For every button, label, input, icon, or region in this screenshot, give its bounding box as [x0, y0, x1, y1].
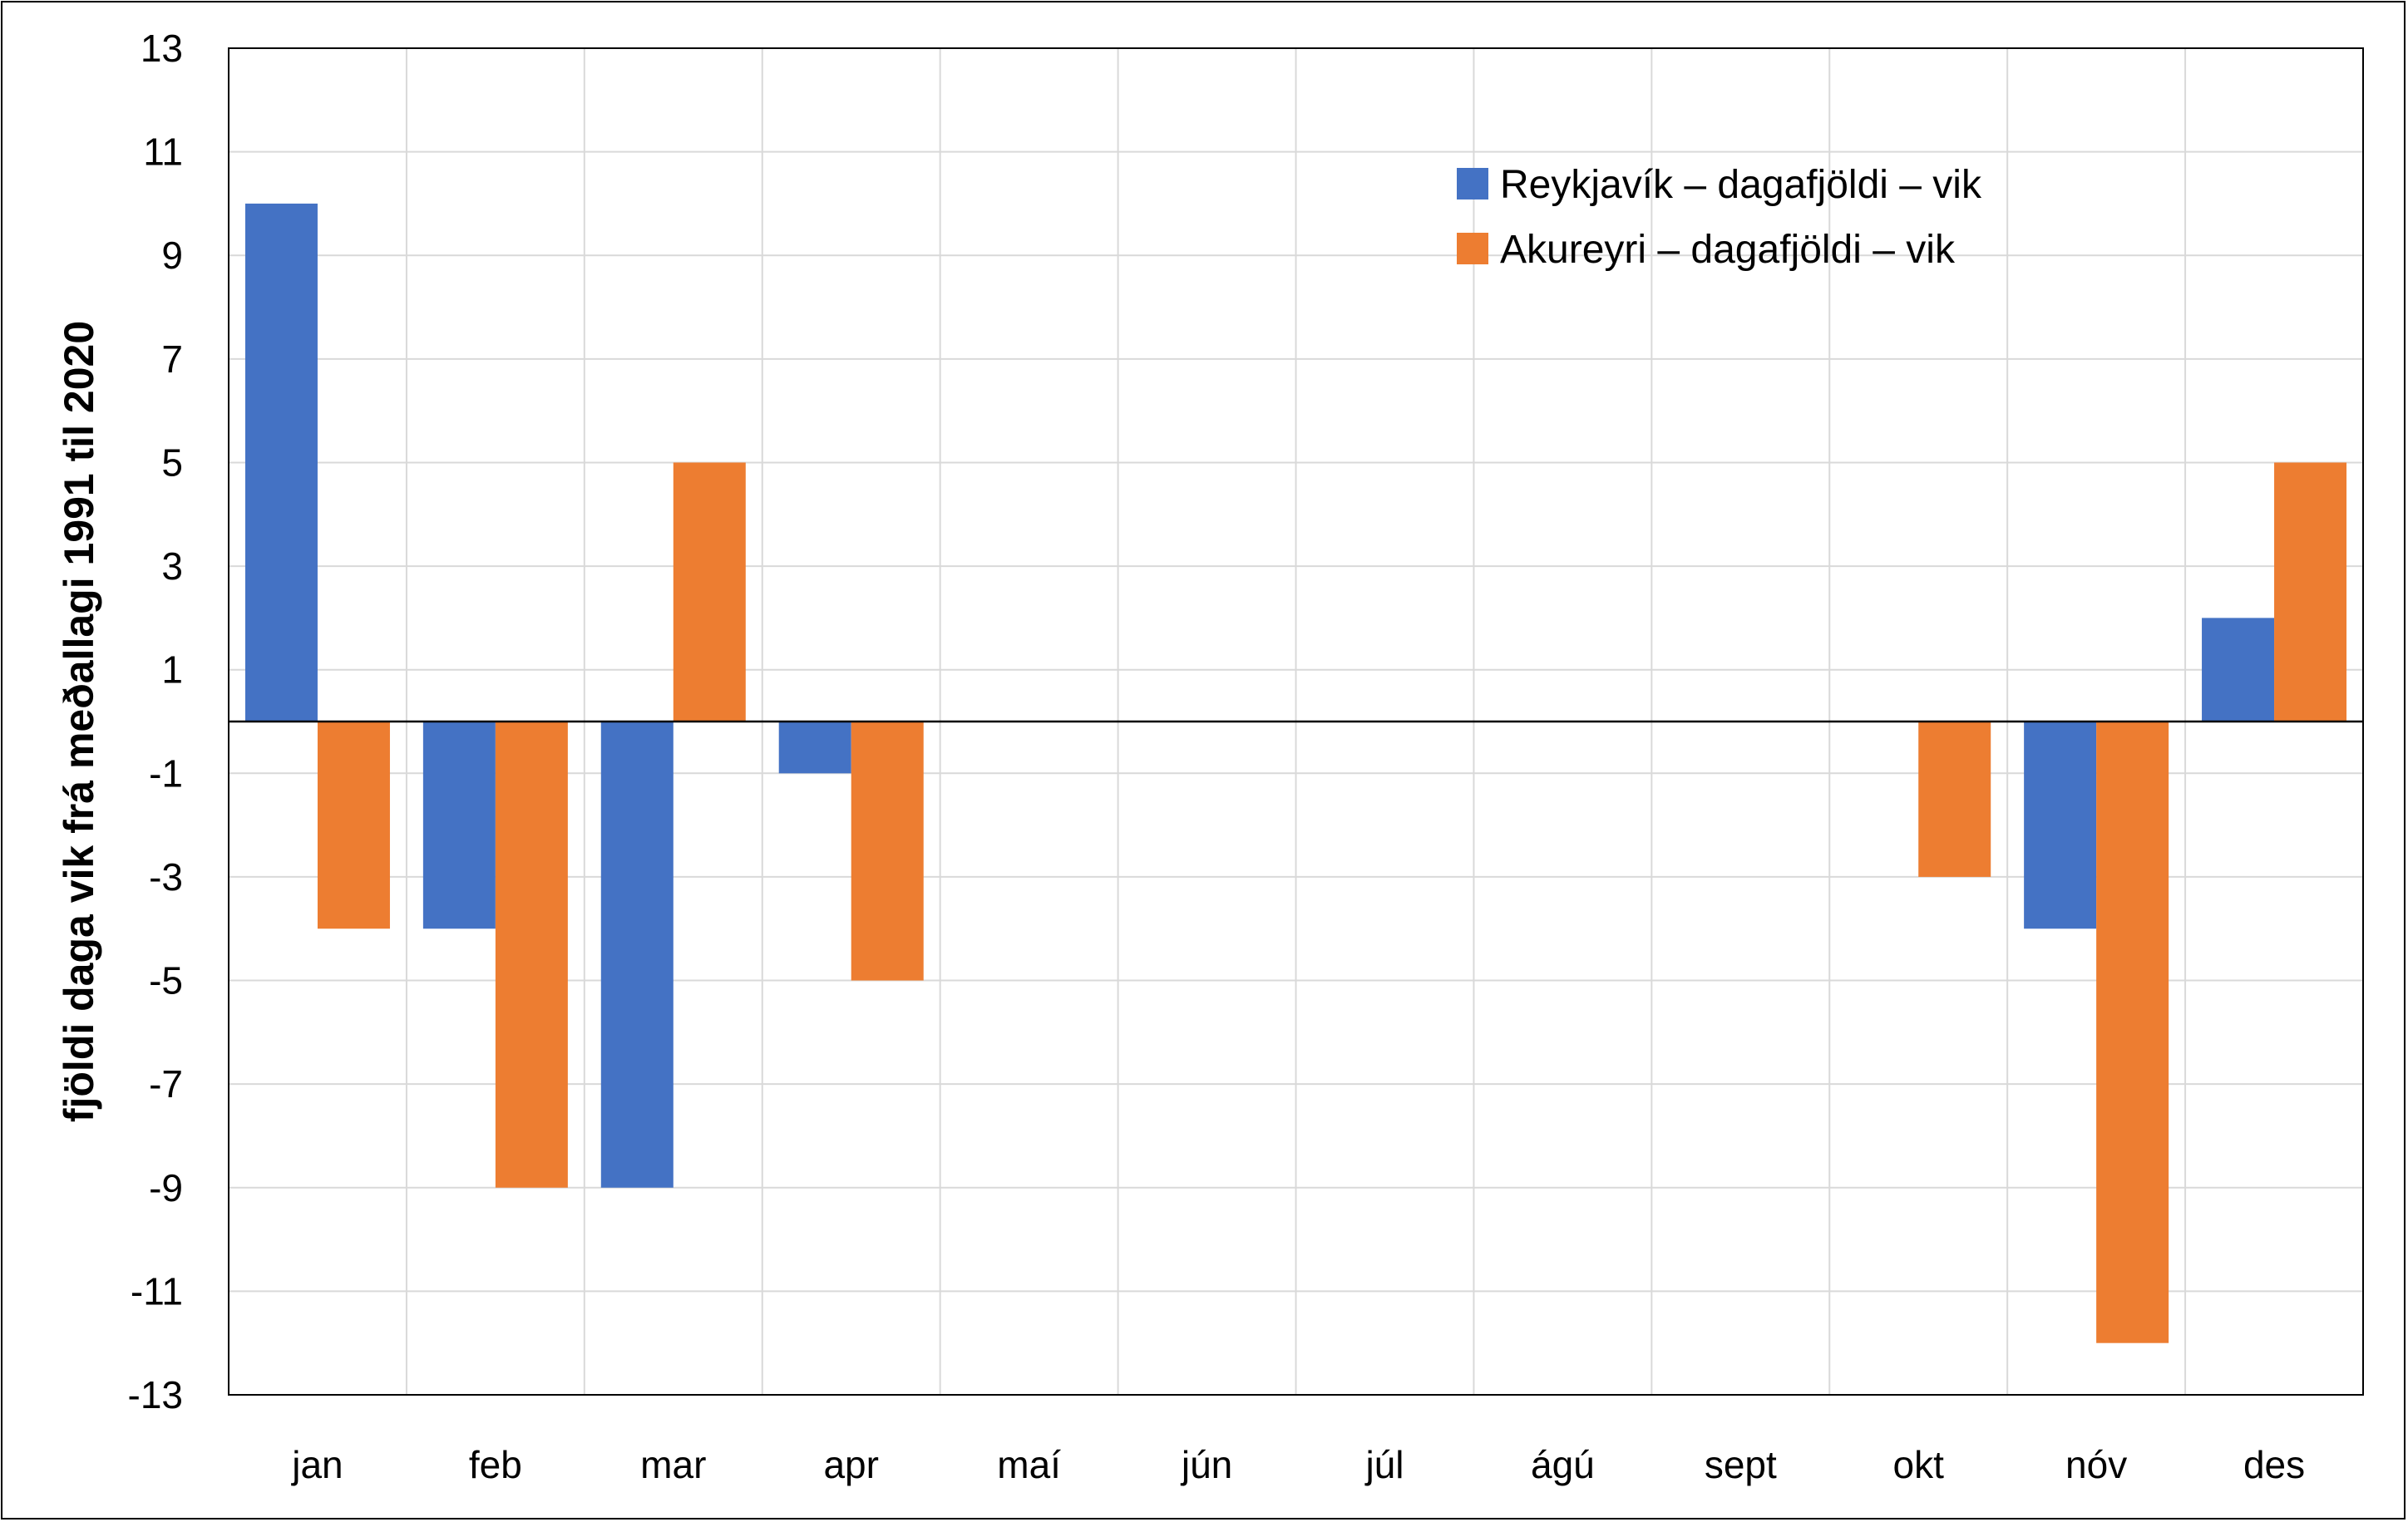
- y-tick-label: -1: [149, 751, 183, 795]
- y-tick-label: -9: [149, 1166, 183, 1209]
- y-tick-label: 7: [161, 337, 183, 381]
- x-tick-label: maí: [997, 1443, 1061, 1486]
- bar-akureyri-okt: [1918, 722, 1991, 877]
- y-tick-label: -3: [149, 855, 183, 899]
- x-tick-label: júl: [1364, 1443, 1404, 1486]
- y-tick-label: 9: [161, 234, 183, 277]
- legend: Reykjavík – dagafjöldi – vik Akureyri – d…: [1457, 163, 1982, 272]
- y-tick-label: 3: [161, 544, 183, 588]
- bar-akureyri-apr: [851, 722, 924, 981]
- x-tick-label: feb: [469, 1443, 522, 1486]
- bar-reykjavik-apr: [778, 722, 851, 774]
- x-tick-label: mar: [640, 1443, 706, 1486]
- x-tick-label: apr: [823, 1443, 878, 1486]
- bar-akureyri-feb: [495, 722, 568, 1188]
- bar-akureyri-des: [2274, 462, 2347, 722]
- legend-swatch-akureyri: [1457, 233, 1488, 264]
- x-tick-label: ágú: [1531, 1443, 1595, 1486]
- bar-reykjavik-mar: [600, 722, 674, 1188]
- legend-label-akureyri: Akureyri – dagafjöldi – vik: [1500, 228, 1956, 272]
- x-tick-label: sept: [1705, 1443, 1777, 1486]
- y-tick-label: -13: [128, 1373, 183, 1416]
- bar-reykjavik-des: [2202, 618, 2275, 722]
- bar-reykjavik-feb: [422, 722, 496, 929]
- bar-akureyri-nóv: [2096, 722, 2169, 1343]
- bar-reykjavik-nóv: [2024, 722, 2097, 929]
- x-tick-label: jún: [1180, 1443, 1232, 1486]
- bar-akureyri-jan: [317, 722, 390, 929]
- x-tick-label: nóv: [2065, 1443, 2127, 1486]
- y-axis-label: fjöldi daga vik frá meðallagi 1991 til 2…: [56, 321, 102, 1122]
- x-tick-labels: jan feb mar apr maí jún júl ágú sept okt nóv des: [290, 1443, 2305, 1486]
- bars: [244, 203, 2347, 1343]
- x-tick-label: des: [2243, 1443, 2305, 1486]
- y-tick-label: -5: [149, 959, 183, 1002]
- y-tick-label: 13: [141, 27, 183, 70]
- y-tick-label: 11: [143, 131, 183, 174]
- bar-akureyri-mar: [673, 462, 746, 722]
- y-tick-labels: 13 11 9 7 5 3 1 -1 -3 -5 -7 -9 -11 -13: [128, 27, 183, 1416]
- y-tick-label: -7: [149, 1062, 183, 1106]
- legend-swatch-reykjavik: [1457, 168, 1488, 199]
- y-tick-label: 1: [161, 648, 183, 692]
- y-tick-label: 5: [161, 441, 183, 484]
- y-tick-label: -11: [131, 1269, 183, 1313]
- x-tick-label: jan: [290, 1443, 343, 1486]
- bar-reykjavik-jan: [244, 203, 318, 722]
- legend-label-reykjavik: Reykjavík – dagafjöldi – vik: [1500, 163, 1982, 207]
- x-tick-label: okt: [1893, 1443, 1945, 1486]
- axes: [228, 47, 2364, 1396]
